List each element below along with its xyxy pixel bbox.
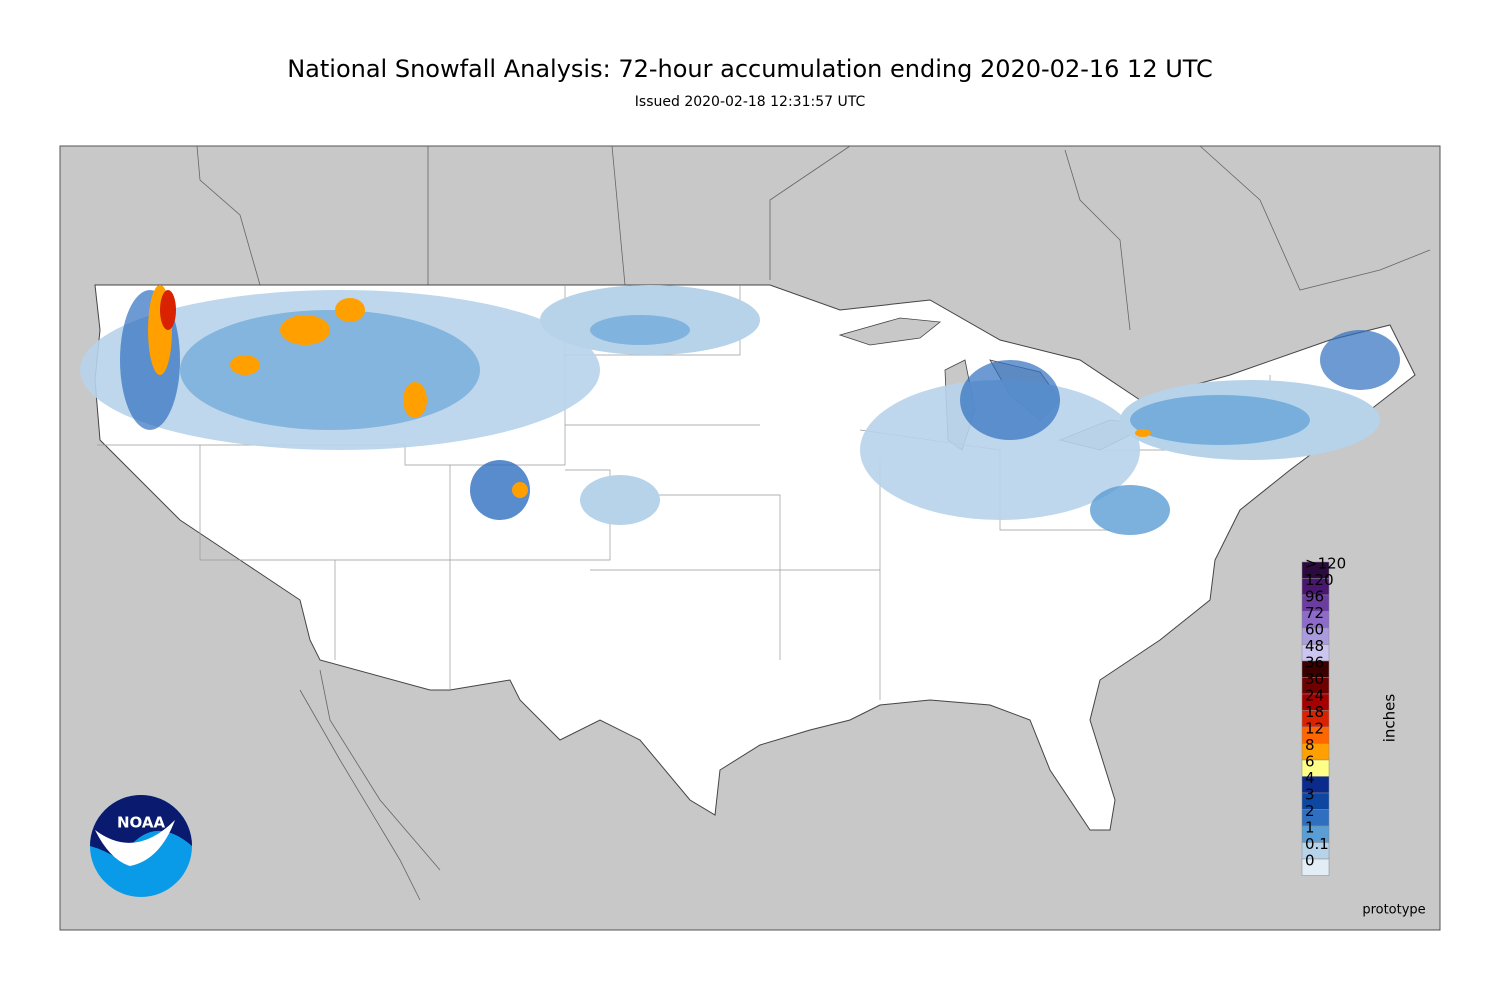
legend-label: 72 bbox=[1305, 604, 1324, 622]
legend-label: 36 bbox=[1305, 654, 1324, 672]
legend-label: 30 bbox=[1305, 670, 1324, 688]
legend-label: 8 bbox=[1305, 736, 1315, 754]
legend-label: 0.1 bbox=[1305, 835, 1329, 853]
footer-note: prototype bbox=[1362, 903, 1425, 918]
borders bbox=[196, 145, 1431, 901]
legend-label: 60 bbox=[1305, 621, 1324, 639]
legend-label: 2 bbox=[1305, 802, 1315, 820]
legend-label: 1 bbox=[1305, 819, 1315, 837]
logo-text: NOAA bbox=[117, 814, 166, 832]
legend-label: 24 bbox=[1305, 687, 1324, 705]
legend-label: 96 bbox=[1305, 588, 1324, 606]
legend-label: 18 bbox=[1305, 703, 1324, 721]
legend-label: >120 bbox=[1305, 555, 1346, 573]
legend-label: 3 bbox=[1305, 786, 1315, 804]
map bbox=[59, 145, 1441, 931]
legend-label: 120 bbox=[1305, 571, 1334, 589]
snowfall-shading bbox=[80, 285, 1400, 535]
legend-label: 4 bbox=[1305, 769, 1315, 787]
noaa-logo: NOAA bbox=[90, 795, 192, 897]
subtitle: Issued 2020-02-18 12:31:57 UTC bbox=[635, 94, 866, 110]
title: National Snowfall Analysis: 72-hour accu… bbox=[287, 55, 1213, 83]
legend-label: 0 bbox=[1305, 852, 1315, 870]
legend-swatch bbox=[1301, 858, 1330, 876]
logo-gull bbox=[95, 820, 175, 866]
legend-unit: inches bbox=[1381, 694, 1399, 743]
legend-label: 48 bbox=[1305, 637, 1324, 655]
legend-label: 12 bbox=[1305, 720, 1324, 738]
legend-label: 6 bbox=[1305, 753, 1315, 771]
